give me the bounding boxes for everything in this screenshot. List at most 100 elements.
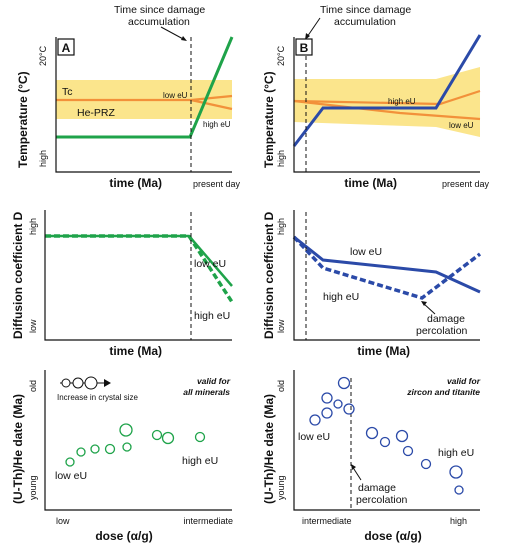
valid-label-line1: valid for bbox=[447, 376, 481, 386]
high-eu-label: high eU bbox=[438, 447, 474, 459]
y-axis-title: Temperature (°C) bbox=[262, 71, 276, 168]
legend-circle bbox=[61, 378, 71, 388]
right-top-annotation-line2: accumulation bbox=[334, 16, 396, 28]
ytick-top: 20°C bbox=[38, 45, 48, 66]
tc-low-eu-line bbox=[190, 94, 233, 102]
ytick-top: high bbox=[28, 218, 38, 235]
legend-circle bbox=[84, 376, 98, 390]
data-point bbox=[449, 465, 463, 479]
dates-panel-a: Increase in crystal size valid for all m… bbox=[11, 370, 233, 543]
percolation-arrowhead bbox=[351, 464, 356, 470]
low-eu-label: low eU bbox=[194, 258, 226, 270]
crystal-legend-label: Increase in crystal size bbox=[57, 393, 138, 402]
x-min-label: low bbox=[56, 516, 70, 526]
percolation-label-line1: damage bbox=[427, 313, 465, 325]
percolation-label-line2: percolation bbox=[356, 494, 408, 506]
y-axis-title: Temperature (°C) bbox=[16, 71, 30, 168]
data-point bbox=[395, 429, 409, 443]
data-point bbox=[333, 399, 343, 409]
right-annotation-arrow bbox=[306, 17, 321, 38]
high-eu-label: high eU bbox=[194, 310, 230, 322]
x-axis-title: dose (α/g) bbox=[364, 529, 421, 543]
data-point bbox=[161, 431, 175, 445]
panel-b-box bbox=[295, 38, 313, 56]
prz-label: He-PRZ bbox=[77, 107, 116, 119]
data-point bbox=[321, 392, 333, 404]
panel-b-label: B bbox=[300, 41, 309, 55]
high-eu-label: high eU bbox=[323, 291, 359, 303]
diffusion-panel-a: low eU high eU high low Diffusion coeffi… bbox=[11, 210, 234, 358]
panel-a-box bbox=[57, 38, 75, 56]
low-eu-label: low eU bbox=[449, 121, 474, 130]
tc-label: Tc bbox=[62, 86, 73, 98]
ytick-bottom: low bbox=[28, 319, 38, 333]
data-point bbox=[104, 443, 116, 455]
data-point bbox=[65, 457, 75, 467]
left-top-annotation-line2: accumulation bbox=[128, 16, 190, 28]
data-point bbox=[122, 442, 132, 452]
axes bbox=[293, 370, 480, 511]
low-eu-label: low eU bbox=[298, 431, 330, 443]
temperature-panel-a: A Tc He-PRZ low eU high eU 20°C high Tem… bbox=[16, 36, 241, 190]
percolation-arrowhead bbox=[421, 301, 427, 306]
data-point bbox=[321, 407, 333, 419]
tc-low-eu-line bbox=[293, 99, 481, 121]
right-annotation-arrowhead bbox=[305, 33, 310, 40]
ytick-bottom: low bbox=[276, 319, 286, 333]
data-point bbox=[337, 376, 351, 390]
data-point bbox=[151, 429, 163, 441]
data-point bbox=[379, 436, 391, 448]
tc-high-eu-line bbox=[190, 98, 233, 111]
percolation-label-line2: percolation bbox=[416, 325, 468, 337]
left-annotation-arrow bbox=[160, 26, 186, 41]
y-axis-title: (U-Th)/He date (Ma) bbox=[262, 394, 276, 504]
ytick-top: 20°C bbox=[276, 45, 286, 66]
ytick-bottom: high bbox=[276, 150, 286, 167]
data-point bbox=[90, 444, 100, 454]
axes bbox=[44, 210, 232, 341]
valid-label-line2: zircon and titanite bbox=[406, 387, 480, 397]
ytick-bottom: high bbox=[38, 150, 48, 167]
dates-panel-b: valid for zircon and titanite low eU hig… bbox=[262, 370, 481, 543]
low-eu-diffusion-line bbox=[293, 235, 481, 294]
axes bbox=[44, 370, 232, 511]
low-eu-label: low eU bbox=[350, 246, 382, 258]
high-eu-diffusion-line bbox=[292, 235, 482, 300]
data-point bbox=[119, 423, 133, 437]
low-eu-label: low eU bbox=[55, 470, 87, 482]
present-day-label: present day bbox=[193, 179, 241, 189]
panel-a-label: A bbox=[62, 41, 71, 55]
y-axis-title: Diffusion coefficient D bbox=[11, 211, 25, 339]
y-axis-title: (U-Th)/He date (Ma) bbox=[11, 394, 25, 504]
x-axis-title: dose (α/g) bbox=[95, 529, 152, 543]
data-point bbox=[194, 431, 206, 443]
high-eu-label: high eU bbox=[203, 120, 231, 129]
right-top-annotation-line1: Time since damage bbox=[320, 4, 411, 16]
left-top-annotation-line1: Time since damage bbox=[114, 4, 205, 16]
ytick-bottom: young bbox=[276, 475, 286, 500]
data-point bbox=[420, 458, 432, 470]
diffusion-panel-b: low eU high eU damage percolation high l… bbox=[262, 210, 482, 358]
y-axis-title: Diffusion coefficient D bbox=[262, 211, 276, 339]
ytick-top: high bbox=[276, 218, 286, 235]
valid-label-line2: all minerals bbox=[183, 387, 230, 397]
low-eu-label: low eU bbox=[163, 91, 188, 100]
axes bbox=[293, 210, 480, 341]
thermal-history-line bbox=[56, 36, 234, 139]
data-point bbox=[309, 414, 321, 426]
left-annotation-arrowhead bbox=[181, 36, 187, 41]
data-point bbox=[365, 426, 379, 440]
present-day-label: present day bbox=[442, 179, 490, 189]
x-axis-title: time (Ma) bbox=[344, 176, 397, 190]
temperature-panel-b: B high eU low eU 20°C high Temperature (… bbox=[262, 34, 490, 190]
high-eu-label: high eU bbox=[388, 97, 416, 106]
percolation-label-line1: damage bbox=[358, 482, 396, 494]
ytick-top: old bbox=[28, 380, 38, 392]
x-axis-title: time (Ma) bbox=[109, 344, 162, 358]
high-eu-diffusion-line bbox=[45, 234, 234, 303]
axes bbox=[293, 37, 480, 173]
x-axis-title: time (Ma) bbox=[357, 344, 410, 358]
thermal-history-line bbox=[292, 34, 482, 147]
data-point bbox=[76, 447, 86, 457]
